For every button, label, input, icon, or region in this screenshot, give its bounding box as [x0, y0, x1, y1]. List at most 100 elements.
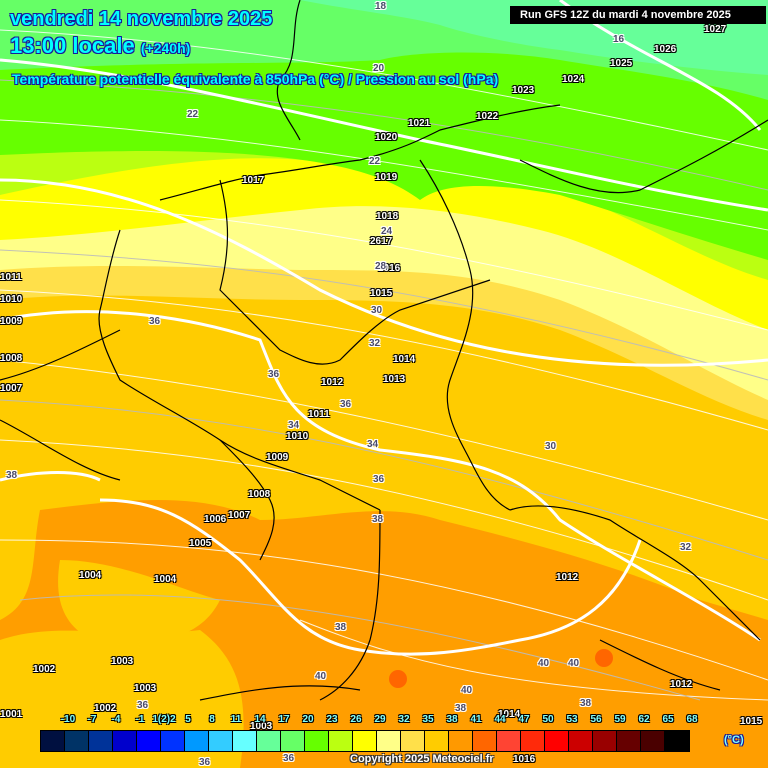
legend-tick: 8	[209, 714, 215, 725]
local-time: 13:00 locale	[10, 33, 135, 58]
parameter-title: Température potentielle équivalente à 85…	[12, 71, 499, 87]
pressure-label: 1003	[134, 683, 157, 694]
legend-swatch	[209, 731, 233, 751]
forecast-time: 13:00 locale (+240h)	[10, 33, 190, 59]
pressure-label: 1005	[189, 538, 212, 549]
pressure-label: 1003	[111, 656, 134, 667]
pressure-label: 1011	[308, 409, 330, 420]
legend-tick: 50	[542, 714, 554, 725]
legend-swatch	[617, 731, 641, 751]
temperature-label: 30	[371, 305, 383, 316]
pressure-label: 1023	[512, 85, 535, 96]
temperature-label: 22	[187, 109, 199, 120]
legend-swatch	[497, 731, 521, 751]
legend-tick: 14	[254, 714, 266, 725]
pressure-label: 1006	[204, 514, 227, 525]
temperature-label: 38	[372, 514, 384, 525]
legend-swatch	[233, 731, 257, 751]
legend-tick: 41	[470, 714, 482, 725]
temperature-label: 38	[580, 698, 592, 709]
pressure-label: 1007	[228, 510, 251, 521]
temperature-label: 38	[335, 622, 347, 633]
temperature-label: 36	[137, 700, 149, 711]
pressure-label: 1014	[393, 354, 416, 365]
legend-tick: 47	[518, 714, 530, 725]
pressure-label: 1013	[383, 374, 406, 385]
temperature-label: 30	[545, 441, 557, 452]
legend-swatch	[137, 731, 161, 751]
legend-unit: (°C)	[724, 734, 744, 746]
pressure-label: 1017	[242, 175, 265, 186]
legend-swatch	[641, 731, 665, 751]
temperature-label: 40	[315, 671, 327, 682]
copyright-notice: Copyright 2025 Meteociel.fr	[350, 753, 494, 765]
temperature-label: 28	[375, 261, 387, 272]
legend-tick: 20	[302, 714, 314, 725]
pressure-label: 1012	[321, 377, 344, 388]
temperature-label: 16	[613, 34, 625, 45]
legend-tick: -1	[135, 714, 145, 725]
legend-swatch	[377, 731, 401, 751]
temperature-label: 40	[538, 658, 550, 669]
legend-tick: 17	[278, 714, 290, 725]
legend-tick: 38	[446, 714, 458, 725]
color-scale-legend	[40, 730, 690, 752]
temperature-label: 36	[283, 753, 295, 764]
pressure-label: 1019	[375, 172, 398, 183]
legend-swatch	[353, 731, 377, 751]
temperature-label: 34	[288, 420, 300, 431]
pressure-label: 1002	[33, 664, 56, 675]
legend-tick: 68	[686, 714, 698, 725]
temperature-label: 36	[268, 369, 280, 380]
legend-tick: 32	[398, 714, 410, 725]
legend-tick: 35	[422, 714, 434, 725]
legend-tick: 59	[614, 714, 626, 725]
legend-swatch	[89, 731, 113, 751]
pressure-label: 1024	[562, 74, 585, 85]
legend-swatch	[185, 731, 209, 751]
legend-swatch	[41, 731, 65, 751]
legend-tick: -7	[87, 714, 97, 725]
pressure-label: 1008	[248, 489, 271, 500]
pressure-label: 1011	[0, 272, 22, 283]
temperature-label: 20	[373, 63, 385, 74]
legend-tick: 1(2)2	[152, 714, 176, 725]
pressure-label: 1010	[286, 431, 309, 442]
pressure-label: 1016	[513, 754, 536, 765]
pressure-label: 1018	[376, 211, 399, 222]
pressure-label: 1015	[370, 288, 393, 299]
temperature-label: 32	[680, 542, 692, 553]
legend-swatch	[665, 731, 689, 751]
legend-swatch	[593, 731, 617, 751]
model-run-label: Run GFS 12Z du mardi 4 novembre 2025	[510, 6, 766, 24]
pressure-label: 1026	[654, 44, 677, 55]
temperature-label: 34	[367, 439, 379, 450]
legend-swatch	[113, 731, 137, 751]
temperature-label: 24	[381, 226, 393, 237]
legend-tick: 65	[662, 714, 674, 725]
legend-tick: 11	[230, 714, 242, 725]
legend-tick: 26	[350, 714, 362, 725]
legend-swatch	[545, 731, 569, 751]
temperature-label: 40	[461, 685, 473, 696]
pressure-label: 1014	[498, 709, 521, 720]
pressure-label: 1009	[0, 316, 23, 327]
legend-swatch	[329, 731, 353, 751]
pressure-label: 1020	[375, 132, 398, 143]
legend-swatch	[569, 731, 593, 751]
pressure-label: 1022	[476, 111, 499, 122]
pressure-label: 1007	[0, 383, 23, 394]
legend-tick: 53	[566, 714, 578, 725]
temperature-label: 36	[373, 474, 385, 485]
temperature-label: 36	[340, 399, 352, 410]
pressure-label: 1008	[0, 353, 23, 364]
pressure-label: 1004	[154, 574, 177, 585]
pressure-label: 1002	[94, 703, 117, 714]
legend-swatch	[281, 731, 305, 751]
legend-swatch	[449, 731, 473, 751]
legend-swatch	[257, 731, 281, 751]
legend-tick: -10	[60, 714, 76, 725]
temperature-label: 38	[6, 470, 18, 481]
legend-tick: 23	[326, 714, 338, 725]
